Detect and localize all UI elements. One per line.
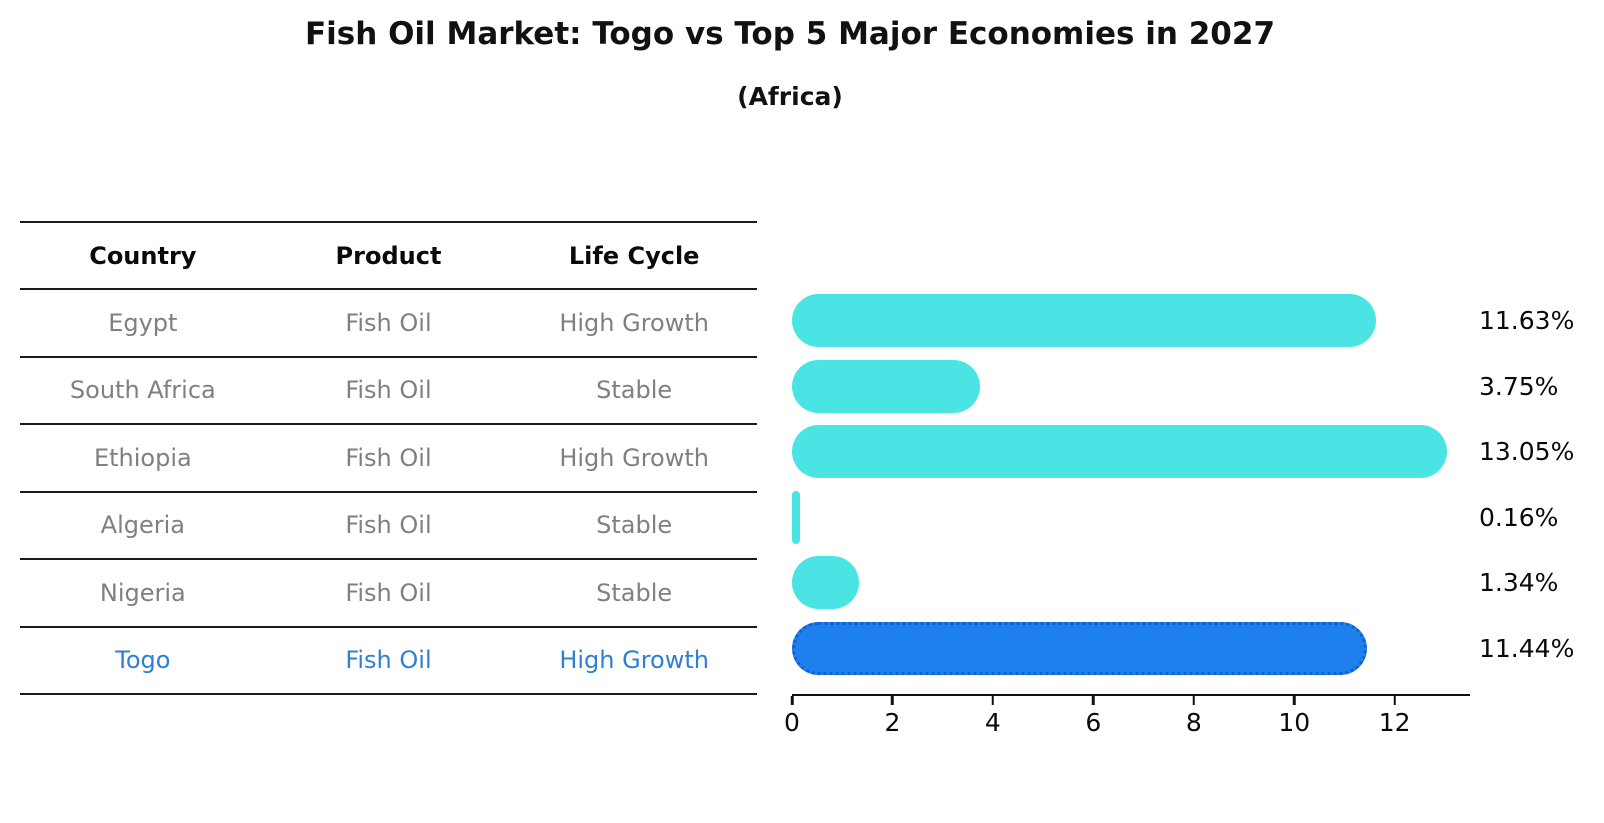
x-axis-tick: 2 [884,696,900,737]
table-row-nigeria: Nigeria Fish Oil Stable [20,559,757,627]
cell-country: Egypt [108,308,178,337]
bar-plot-area [792,288,1470,682]
cell-life-cycle: High Growth [559,443,709,472]
header-row: Country Product Life Cycle [20,222,757,289]
country-table-header: Country Product Life Cycle [20,222,757,289]
cell-life-cycle: Stable [596,376,673,405]
bar-algeria [792,491,801,544]
x-tick-label: 4 [984,708,1001,737]
table-row-algeria: Algeria Fish Oil Stable [20,492,757,559]
cell-product: Fish Oil [345,443,432,472]
cell-country: Nigeria [99,578,186,607]
cell-product: Fish Oil [345,578,432,607]
value-label-algeria: 0.16% [1479,503,1559,532]
value-label-nigeria: 1.34% [1479,568,1559,597]
cell-country: Ethiopia [93,443,192,472]
cell-product: Fish Oil [345,376,432,405]
x-axis-tick: 0 [784,696,800,737]
chart-subtitle: (Africa) [737,82,843,111]
cell-life-cycle: Stable [596,511,673,540]
bar-nigeria [792,556,860,609]
header-country: Country [89,241,197,270]
cell-product: Fish Oil [345,511,432,540]
bar-togo [792,622,1367,675]
cell-product: Fish Oil [345,308,432,337]
x-tick-label: 12 [1378,708,1411,737]
cell-life-cycle: Stable [596,578,673,607]
cell-product: Fish Oil [345,646,432,675]
header-life-cycle: Life Cycle [568,241,700,270]
value-label-south-africa: 3.75% [1479,372,1559,401]
value-label-column: 11.63% 3.75% 13.05% 0.16% 1.34% 11.44% [1479,288,1604,682]
value-label-togo: 11.44% [1479,634,1575,663]
cell-country: South Africa [69,376,216,405]
table-row-ethiopia: Ethiopia Fish Oil High Growth [20,424,757,492]
x-axis: 0 2 4 6 8 10 12 [784,694,1470,737]
value-label-egypt: 11.63% [1479,306,1575,335]
country-table: Country Product Life Cycle Egypt Fish Oi… [20,221,757,695]
table-row-togo: Togo Fish Oil High Growth [20,627,757,694]
x-axis-tick: 4 [985,696,1001,737]
header-product: Product [335,241,442,270]
value-label-ethiopia: 13.05% [1479,437,1575,466]
x-axis-tick: 6 [1085,696,1101,737]
x-tick-label: 10 [1278,708,1311,737]
cell-life-cycle: High Growth [559,308,709,337]
cell-life-cycle: High Growth [559,646,709,675]
country-table-body: Egypt Fish Oil High Growth South Africa … [20,289,757,694]
cell-country: Togo [115,646,171,675]
table-row-egypt: Egypt Fish Oil High Growth [20,289,757,357]
x-tick-label: 8 [1185,708,1202,737]
bar-south-africa [792,360,981,413]
chart-title: Fish Oil Market: Togo vs Top 5 Major Eco… [304,16,1276,52]
x-tick-label: 0 [784,708,800,737]
x-tick-label: 2 [884,708,901,737]
bar-ethiopia [792,425,1448,478]
x-axis-tick: 12 [1379,696,1411,737]
table-row-south-africa: South Africa Fish Oil Stable [20,357,757,424]
x-tick-label: 6 [1085,708,1102,737]
cell-country: Algeria [100,511,185,540]
x-axis-tick: 8 [1186,696,1202,737]
bar-egypt [792,294,1377,347]
x-axis-tick: 10 [1278,696,1310,737]
